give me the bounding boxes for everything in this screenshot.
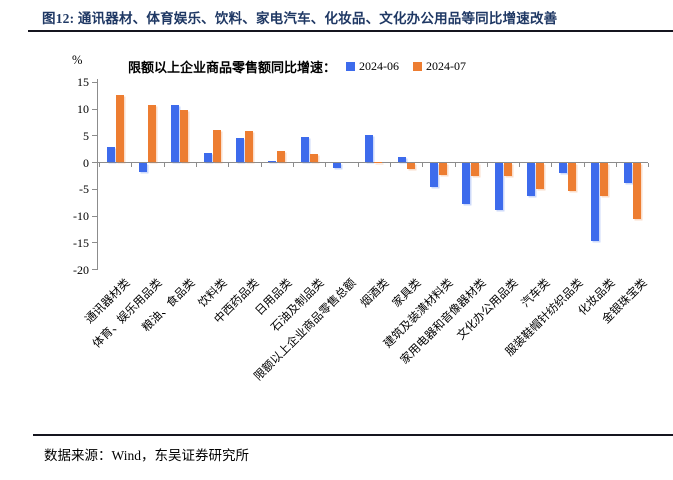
bar-2024-06-服装鞋帽针纺织品类 xyxy=(559,163,568,174)
figure-title: 图12: 通讯器材、体育娱乐、饮料、家电汽车、化妆品、文化办公用品等同比增速改善 xyxy=(42,11,558,26)
bar-2024-06-汽车类 xyxy=(526,163,535,197)
bar-2024-07-饮料类 xyxy=(212,129,221,163)
y-axis-tick xyxy=(92,269,97,270)
footer-divider xyxy=(33,434,673,436)
y-axis-tick xyxy=(92,135,97,137)
bar-2024-06-烟酒类 xyxy=(365,134,374,163)
x-axis-tick xyxy=(228,163,230,168)
chart-title: 限额以上企业商品零售额同比增速： xyxy=(128,59,337,75)
bar-2024-06-家具类 xyxy=(397,156,406,163)
x-axis-tick xyxy=(99,163,100,168)
x-axis-tick xyxy=(195,163,197,168)
legend-swatch-icon xyxy=(346,61,356,71)
y-tick-label: 0 xyxy=(83,155,89,170)
y-tick-label: 10 xyxy=(77,102,89,116)
y-axis-tick xyxy=(92,215,97,217)
title-divider xyxy=(28,30,673,32)
x-axis-tick xyxy=(616,163,618,168)
x-axis-tick xyxy=(486,163,488,168)
x-axis-tick xyxy=(325,163,327,168)
bar-2024-07-日用品类 xyxy=(277,151,286,163)
x-axis-tick xyxy=(357,163,359,168)
x-axis-tick xyxy=(551,163,553,168)
legend: 2024-06 2024-07 xyxy=(346,59,480,74)
x-axis-tick xyxy=(422,163,424,168)
chart-header: 限额以上企业商品零售额同比增速： 2024-06 2024-07 xyxy=(128,58,480,75)
x-axis-tick xyxy=(648,163,650,168)
bar-2024-07-文化办公用品类 xyxy=(503,163,512,176)
x-axis-tick xyxy=(131,163,133,168)
y-tick-label: -10 xyxy=(73,209,89,223)
x-axis-tick xyxy=(260,163,262,168)
bar-2024-06-限额以上企业商品零售总额 xyxy=(332,163,341,169)
y-tick-label: -15 xyxy=(73,235,89,250)
bar-2024-06-日用品类 xyxy=(268,160,277,163)
legend-swatch-icon xyxy=(413,61,423,71)
y-axis-unit-label: % xyxy=(72,53,83,67)
x-axis-tick xyxy=(519,163,521,168)
bar-2024-07-建筑及装潢材料类 xyxy=(438,163,447,175)
bar-2024-07-化妆品类 xyxy=(600,163,609,196)
x-axis-tick xyxy=(389,163,391,168)
y-axis-tick xyxy=(92,81,97,83)
legend-label: 2024-06 xyxy=(359,58,400,73)
bar-2024-06-石油及制品类 xyxy=(300,136,309,163)
bar-2024-06-建筑及装潢材料类 xyxy=(429,163,438,188)
y-tick-label: 5 xyxy=(83,128,89,143)
x-axis-tick xyxy=(583,163,585,168)
bar-2024-07-家具类 xyxy=(406,163,415,169)
x-axis-line xyxy=(97,162,649,164)
bar-2024-06-粮油、食品类 xyxy=(171,104,180,163)
legend-item: 2024-06 xyxy=(346,59,399,74)
bar-2024-06-中西药品类 xyxy=(235,137,244,163)
bar-2024-07-通讯器材类 xyxy=(115,94,124,163)
bar-2024-07-金银珠宝类 xyxy=(632,163,641,219)
bar-2024-07-服装鞋帽针纺织品类 xyxy=(568,163,577,191)
bar-2024-06-金银珠宝类 xyxy=(623,163,632,183)
bar-2024-06-饮料类 xyxy=(203,153,212,163)
x-axis-tick xyxy=(454,163,456,168)
y-tick-label: -20 xyxy=(73,262,89,277)
bar-2024-07-粮油、食品类 xyxy=(180,109,189,163)
y-axis-tick xyxy=(92,188,97,190)
x-axis-tick xyxy=(163,163,165,168)
bar-2024-06-化妆品类 xyxy=(591,163,600,242)
bar-2024-06-通讯器材类 xyxy=(106,146,115,163)
legend-label: 2024-07 xyxy=(426,58,467,73)
bar-2024-06-文化办公用品类 xyxy=(494,163,503,210)
bar-2024-07-中西药品类 xyxy=(244,131,253,163)
y-tick-label: 15 xyxy=(77,75,89,90)
y-axis-tick xyxy=(92,242,97,244)
y-axis-line xyxy=(96,79,98,270)
x-axis-tick xyxy=(292,163,294,168)
bar-2024-07-体育、娱乐用品类 xyxy=(147,105,156,163)
y-axis-tick xyxy=(92,162,97,163)
bar-2024-07-石油及制品类 xyxy=(309,153,318,163)
y-tick-label: -5 xyxy=(79,182,89,197)
bar-2024-07-汽车类 xyxy=(535,163,544,190)
bar-2024-06-体育、娱乐用品类 xyxy=(138,163,147,172)
legend-item: 2024-07 xyxy=(413,59,466,74)
bar-2024-07-烟酒类 xyxy=(374,161,383,163)
data-source: 数据来源：Wind，东吴证券研究所 xyxy=(44,448,249,463)
bar-2024-06-家用电器和音像器材类 xyxy=(462,163,471,204)
bar-2024-07-家用电器和音像器材类 xyxy=(471,163,480,176)
y-axis-tick xyxy=(92,108,97,110)
